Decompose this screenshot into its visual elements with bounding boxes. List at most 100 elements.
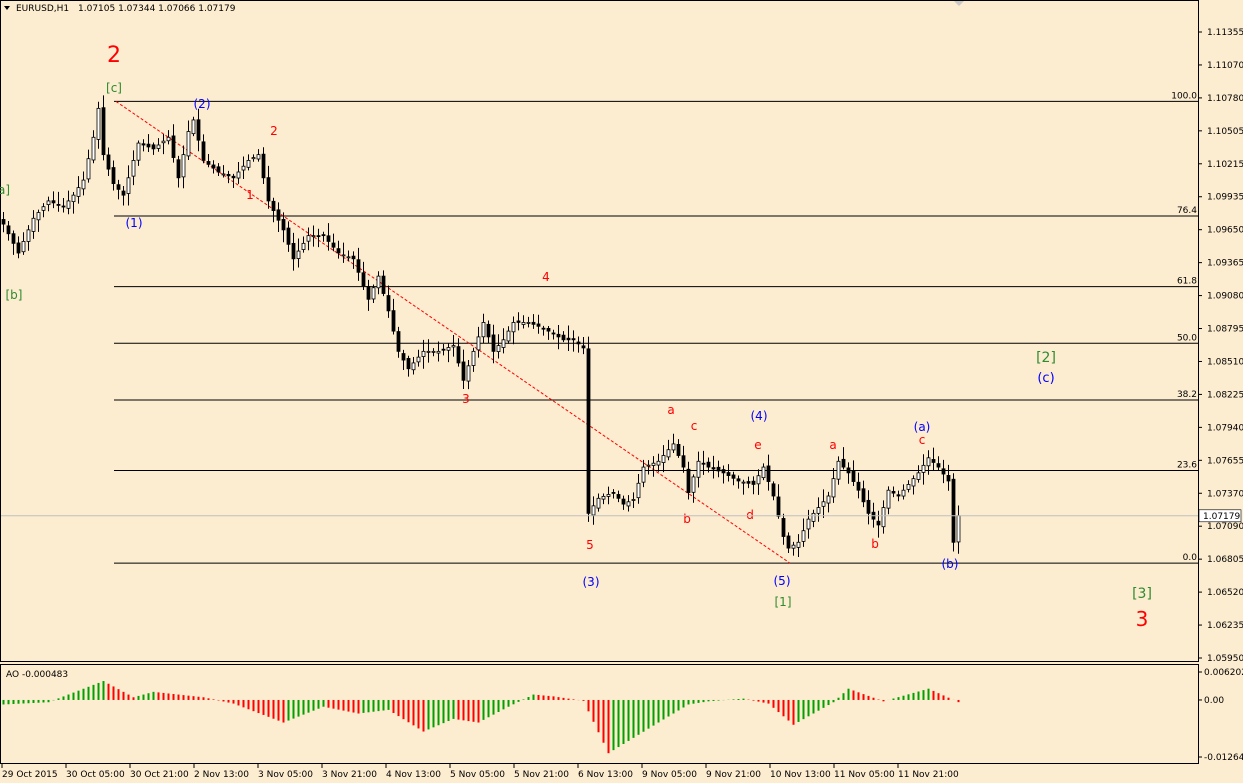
price-tick-label: 1.08225 xyxy=(1207,390,1243,400)
candle-body xyxy=(881,507,886,528)
candle-body xyxy=(371,287,376,300)
candle-body xyxy=(416,356,421,363)
price-tick-label: 1.09080 xyxy=(1207,292,1243,302)
candle-body xyxy=(201,141,206,161)
time-tick-label: 6 Nov 13:00 xyxy=(578,770,633,780)
candle-body xyxy=(176,159,181,179)
candle-body xyxy=(86,158,91,180)
candle-body xyxy=(76,187,81,197)
candle-body xyxy=(406,358,411,370)
candle-body xyxy=(191,119,196,135)
price-tick-label: 1.10505 xyxy=(1207,127,1243,137)
scroll-marker-icon[interactable] xyxy=(954,1,964,6)
candle-body xyxy=(461,361,466,381)
candle-body xyxy=(776,496,781,517)
candle-body xyxy=(911,478,916,487)
candle-body xyxy=(346,256,351,259)
candle-body xyxy=(381,275,386,294)
candle-body xyxy=(501,339,506,348)
candle-body xyxy=(211,164,216,169)
time-tick-label: 3 Nov 21:00 xyxy=(322,770,377,780)
candle-body xyxy=(616,494,621,499)
candle-body xyxy=(396,331,401,352)
wave-label: b xyxy=(871,537,879,551)
candle-body xyxy=(756,475,761,485)
candle-body xyxy=(811,512,816,522)
fib-level-label: 0.0 xyxy=(1183,553,1198,563)
candle-body xyxy=(356,259,361,273)
candle-body xyxy=(816,507,821,514)
candle-body xyxy=(421,350,426,357)
candle-body xyxy=(611,492,616,494)
candle-body xyxy=(291,242,296,260)
candle-body xyxy=(781,518,786,537)
price-tick-label: 1.05950 xyxy=(1207,654,1243,664)
wave-label: 1 xyxy=(246,188,254,202)
candle-body xyxy=(181,154,186,178)
candle-body xyxy=(891,490,896,494)
candle-body xyxy=(51,200,56,204)
candle-body xyxy=(526,322,531,324)
candle-body xyxy=(266,177,271,202)
price-tick-label: 1.06235 xyxy=(1207,621,1243,631)
candle-body xyxy=(246,160,251,168)
candle-body xyxy=(651,462,656,466)
candle-body xyxy=(46,200,51,206)
price-tick-label: 1.07655 xyxy=(1207,456,1243,466)
candle-body xyxy=(31,217,36,232)
candle-body xyxy=(121,190,126,196)
candle-body xyxy=(721,469,726,474)
candle-body xyxy=(486,323,491,338)
candle-body xyxy=(576,341,581,345)
fib-level-label: 100.0 xyxy=(1171,91,1197,101)
candle-body xyxy=(861,488,866,503)
triangle-down-icon[interactable] xyxy=(4,6,10,10)
candle-body xyxy=(426,350,431,353)
fib-level-label: 50.0 xyxy=(1177,333,1197,343)
wave-label: (a) xyxy=(914,420,931,434)
candle-body xyxy=(586,348,591,514)
candle-body xyxy=(521,322,526,325)
candle-body xyxy=(16,242,21,254)
candle-body xyxy=(866,499,871,514)
candle-body xyxy=(956,515,961,543)
candle-body xyxy=(301,242,306,250)
candle-body xyxy=(341,254,346,257)
time-tick-label: 30 Oct 05:00 xyxy=(66,770,125,780)
candle-body xyxy=(221,173,226,176)
fib-level-label: 23.6 xyxy=(1177,461,1197,471)
wave-label: (c) xyxy=(1037,371,1054,386)
candle-body xyxy=(71,194,76,203)
candle-body xyxy=(441,348,446,351)
candle-body xyxy=(761,466,766,479)
time-tick-label: 4 Nov 13:00 xyxy=(386,770,441,780)
price-tick-label: 1.11070 xyxy=(1207,61,1243,71)
candle-body xyxy=(796,541,801,548)
candle-body xyxy=(326,235,331,242)
candle-body xyxy=(66,200,71,209)
candle-body xyxy=(281,219,286,231)
wave-label: 3 xyxy=(462,392,470,406)
candle-body xyxy=(821,501,826,507)
candle-body xyxy=(351,255,356,260)
candle-body xyxy=(506,330,511,342)
candle-body xyxy=(331,242,336,248)
candle-body xyxy=(931,459,936,463)
candle-body xyxy=(686,468,691,493)
fib-level-label: 76.4 xyxy=(1177,206,1197,216)
price-tick-label: 1.07940 xyxy=(1207,423,1243,433)
candle-body xyxy=(96,107,101,140)
candle-body xyxy=(261,153,266,179)
wave-labels: 2 [c] a] [b] (2) (1) 2 1 4 3 5 (3) a c b (4) e d (5) [1] a b (… xyxy=(0,43,1152,631)
candle-body xyxy=(716,466,721,472)
candle-body xyxy=(316,235,321,238)
candle-body xyxy=(701,462,706,465)
wave-label: 5 xyxy=(586,538,594,552)
candle-body xyxy=(706,461,711,468)
candle-body xyxy=(671,443,676,451)
price-tick-label: 1.07370 xyxy=(1207,489,1243,499)
candle-body xyxy=(26,229,31,242)
wave-label: (5) xyxy=(774,574,791,588)
price-tick-label: 1.06805 xyxy=(1207,555,1243,565)
